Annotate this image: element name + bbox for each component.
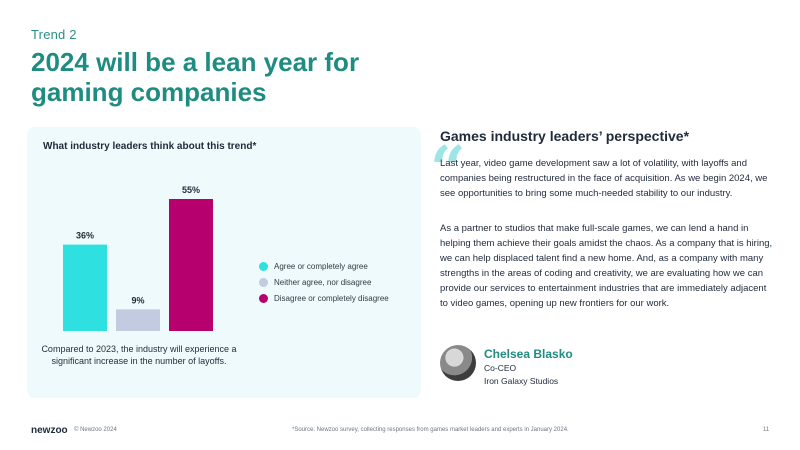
- chart-legend: Agree or completely agree Neither agree,…: [259, 258, 389, 306]
- newzoo-logo: newzoo: [31, 425, 68, 436]
- person-role: Co-CEO: [484, 363, 517, 373]
- footer-source: *Source: Newzoo survey, collecting respo…: [292, 427, 569, 433]
- legend-dot-neither: [259, 277, 268, 287]
- trend-label: Trend 2: [31, 27, 77, 42]
- person-name: Chelsea Blasko: [484, 347, 573, 361]
- footer-copyright: © Newzoo 2024: [74, 427, 117, 433]
- perspective-paragraph-2: As a partner to studios that make full-s…: [440, 223, 773, 309]
- perspective-title: Games industry leaders’ perspective*: [440, 128, 690, 144]
- avatar: [440, 345, 476, 381]
- legend-label-agree: Agree or completely agree: [274, 261, 368, 271]
- legend-item-disagree: Disagree or completely disagree: [259, 290, 389, 306]
- perspective-paragraph-1: Last year, video game development saw a …: [440, 158, 768, 199]
- bar-2: [116, 309, 160, 331]
- page-title: 2024 will be a lean year for gaming comp…: [31, 47, 360, 107]
- legend-item-agree: Agree or completely agree: [259, 258, 389, 274]
- chart-title: What industry leaders think about this t…: [43, 141, 257, 152]
- legend-dot-agree: [259, 261, 268, 271]
- bar-label-3: 55%: [182, 185, 200, 195]
- person-company: Iron Galaxy Studios: [484, 376, 559, 386]
- bar-chart: 36% 9% 55%: [63, 185, 213, 331]
- bar-label-2: 9%: [131, 295, 144, 305]
- legend-dot-disagree: [259, 293, 268, 303]
- bar-1: [63, 244, 107, 331]
- page-number: 11: [763, 427, 770, 433]
- chart-card: What industry leaders think about this t…: [27, 127, 421, 398]
- chart-caption: Compared to 2023, the industry will expe…: [41, 344, 237, 366]
- quote-mark-icon: “: [430, 132, 466, 205]
- legend-label-disagree: Disagree or completely disagree: [274, 293, 389, 303]
- bar-label-1: 36%: [76, 231, 94, 241]
- legend-label-neither: Neither agree, nor disagree: [274, 277, 372, 287]
- legend-item-neither: Neither agree, nor disagree: [259, 274, 389, 290]
- bar-3: [169, 199, 213, 331]
